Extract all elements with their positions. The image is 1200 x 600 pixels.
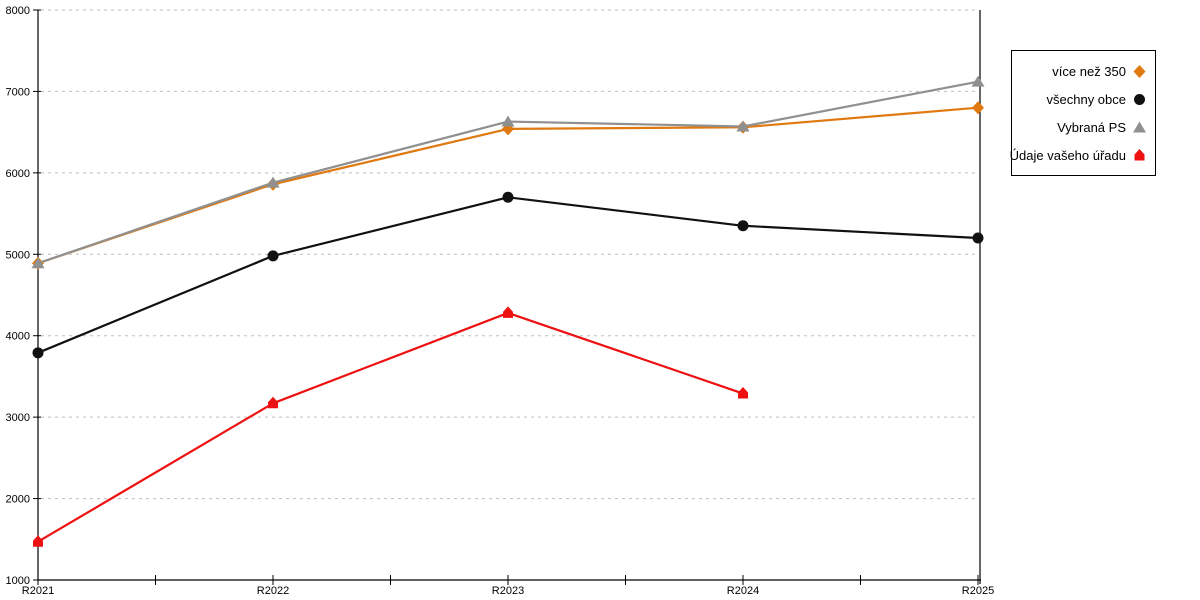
circle-marker-icon	[1134, 93, 1145, 105]
legend-label: Údaje vašeho úřadu	[1009, 147, 1126, 163]
house-marker	[1134, 148, 1145, 160]
house-marker	[738, 387, 748, 399]
x-tick-label: R2021	[22, 585, 54, 597]
circle-marker	[1134, 93, 1145, 105]
house-marker	[268, 396, 278, 409]
legend-item: všechny obce	[1016, 88, 1147, 110]
house-marker	[503, 306, 513, 318]
x-tick-label: R2023	[492, 585, 524, 597]
house-marker	[33, 535, 43, 547]
triangle-marker	[31, 257, 45, 269]
y-tick-label: 2000	[6, 494, 30, 506]
triangle-marker	[1133, 121, 1146, 132]
legend-item: více než 350	[1016, 60, 1147, 82]
triangle-marker	[501, 115, 515, 127]
series-3	[33, 306, 748, 547]
series-line	[37, 80, 979, 265]
series-line	[37, 311, 744, 543]
series-line	[37, 196, 979, 354]
circle-marker	[502, 191, 514, 203]
series-1	[32, 191, 984, 359]
circle-marker	[32, 347, 44, 359]
house-marker-icon	[1134, 148, 1145, 160]
legend-label: všechny obce	[1046, 91, 1127, 107]
x-tick-label: R2024	[727, 585, 759, 597]
x-tick-label: R2025	[962, 585, 994, 597]
triangle-marker-icon	[1133, 121, 1146, 132]
y-tick-label: 5000	[6, 249, 30, 261]
y-tick-label: 1000	[6, 575, 30, 587]
diamond-marker	[972, 101, 984, 115]
circle-marker	[267, 250, 279, 262]
legend-label: více než 350	[1052, 63, 1126, 79]
y-tick-label: 8000	[6, 5, 30, 17]
legend-label: Vybraná PS	[1057, 119, 1126, 135]
diamond-marker	[1133, 64, 1146, 78]
y-tick-label: 7000	[6, 86, 30, 98]
triangle-marker	[266, 176, 280, 188]
y-tick-label: 3000	[6, 412, 30, 424]
triangle-marker	[971, 75, 985, 87]
y-tick-label: 4000	[6, 331, 30, 343]
legend-item: Údaje vašeho úřadu	[1010, 144, 1147, 166]
circle-marker	[972, 232, 984, 244]
circle-marker	[737, 220, 749, 232]
series-2	[31, 75, 985, 269]
legend-item: Vybraná PS	[1016, 116, 1147, 138]
x-tick-label: R2022	[257, 585, 289, 597]
triangle-marker	[736, 120, 750, 132]
diamond-marker-icon	[1133, 64, 1146, 78]
legend: více než 350 všechny obce Vybraná PS Úda…	[1010, 50, 1156, 176]
y-tick-label: 6000	[6, 168, 30, 180]
